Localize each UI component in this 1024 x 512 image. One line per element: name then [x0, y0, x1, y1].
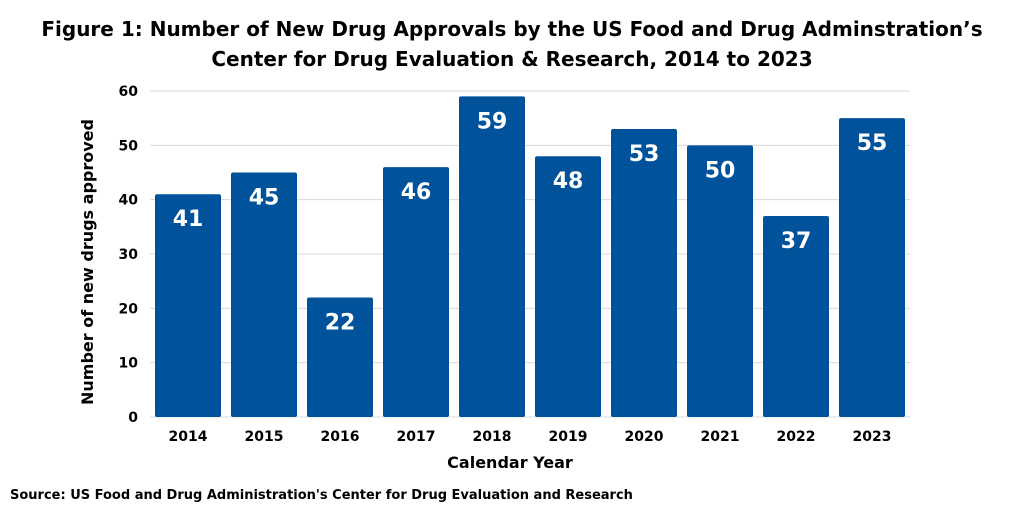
bar-data-label: 53 [629, 142, 660, 167]
y-axis-title: Number of new drugs approved [78, 119, 97, 405]
x-tick-label: 2020 [625, 429, 664, 445]
y-tick-label: 60 [119, 84, 139, 100]
x-tick-label: 2022 [777, 429, 816, 445]
bars: 41 45 22 46 59 48 53 50 37 55 [155, 96, 905, 418]
bar-data-label: 50 [705, 158, 736, 183]
bar-data-label: 41 [173, 207, 204, 232]
bar [535, 156, 601, 417]
chart-title-line-2: Center for Drug Evaluation & Research, 2… [211, 47, 813, 71]
x-tick-label: 2021 [701, 429, 740, 445]
x-tick-label: 2016 [321, 429, 360, 445]
y-tick-label: 50 [119, 138, 139, 154]
bar-data-label: 45 [249, 186, 280, 211]
source-note: Source: US Food and Drug Administration'… [10, 488, 633, 503]
x-tick-label: 2014 [169, 429, 208, 445]
bar [155, 194, 221, 417]
y-tick-label: 0 [128, 410, 138, 426]
bar-data-label: 48 [553, 169, 584, 194]
bar [231, 172, 297, 417]
y-tick-labels: 0 10 20 30 40 50 60 [119, 84, 139, 426]
bar-data-label: 55 [857, 131, 888, 156]
y-tick-label: 10 [119, 356, 139, 372]
bar [383, 167, 449, 417]
bar [687, 145, 753, 418]
x-tick-label: 2017 [397, 429, 436, 445]
chart-title: Figure 1: Number of New Drug Approvals b… [0, 14, 1024, 74]
chart-title-line-1: Figure 1: Number of New Drug Approvals b… [41, 17, 983, 41]
x-tick-label: 2018 [473, 429, 512, 445]
bar [459, 96, 525, 417]
x-tick-label: 2015 [245, 429, 284, 445]
y-tick-label: 30 [119, 247, 139, 263]
bar [307, 297, 373, 417]
x-tick-labels: 2014 2015 2016 2017 2018 2019 2020 2021 2022 2023 [169, 429, 892, 445]
y-tick-label: 20 [119, 301, 139, 317]
bar [763, 215, 829, 417]
x-tick-label: 2019 [549, 429, 588, 445]
y-tick-label: 40 [119, 193, 139, 209]
bar-data-label: 46 [401, 180, 432, 205]
bar-data-label: 37 [781, 229, 812, 254]
bar [611, 129, 677, 418]
bar-data-label: 22 [325, 310, 356, 335]
x-axis-title: Calendar Year [447, 453, 573, 472]
bar [839, 118, 905, 418]
x-tick-label: 2023 [853, 429, 892, 445]
bar-data-label: 59 [477, 109, 508, 134]
